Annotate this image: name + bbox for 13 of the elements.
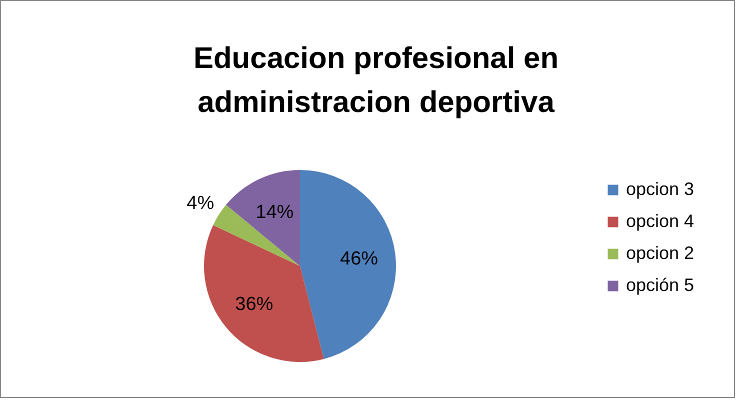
data-label: 46% [340, 248, 378, 270]
data-label: 4% [186, 192, 214, 214]
chart-title: Educacion profesional en administracion deportiva [193, 42, 559, 119]
data-label: 14% [256, 202, 294, 224]
pie-slice [300, 170, 396, 359]
legend-label: opcion 3 [626, 179, 694, 199]
legend-label: opción 5 [626, 275, 694, 295]
pie-slice [213, 204, 300, 266]
data-label: 36% [235, 294, 274, 315]
pie-slice [204, 225, 324, 362]
legend-label: opcion 2 [626, 243, 694, 263]
pie-slice [226, 170, 300, 266]
legend-label: opcion 4 [626, 211, 694, 231]
